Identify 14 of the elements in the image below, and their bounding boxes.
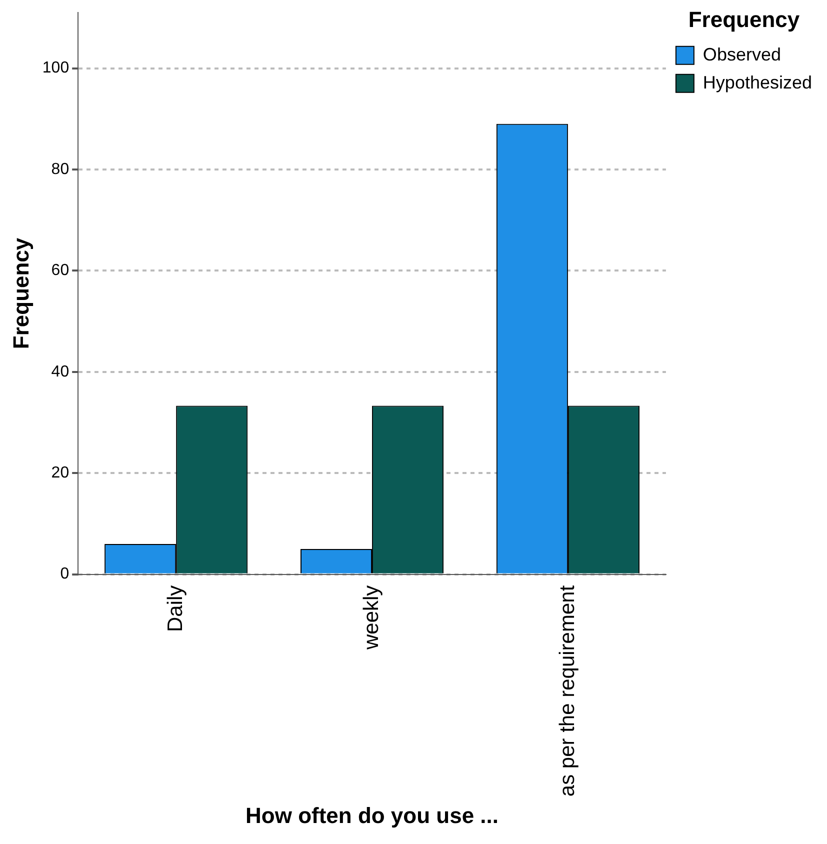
y-tick-label: 60: [51, 262, 70, 280]
x-tick-label: Daily: [164, 584, 187, 632]
y-tick-label: 20: [51, 464, 70, 482]
legend-label: Hypothesized: [702, 72, 812, 92]
y-tick-label: 40: [51, 363, 70, 380]
y-tick-label: 100: [42, 60, 70, 77]
legend-label: Observed: [702, 44, 781, 64]
y-tick-label: 80: [51, 160, 70, 178]
y-axis-title: Frequency: [8, 237, 34, 350]
x-axis-title: How often do you use ...: [246, 802, 499, 828]
y-tick-label: 0: [60, 566, 70, 583]
x-tick-label: weekly: [360, 584, 383, 651]
x-tick-label: as per the requirement: [556, 585, 579, 797]
legend-title: Frequency: [688, 7, 800, 32]
